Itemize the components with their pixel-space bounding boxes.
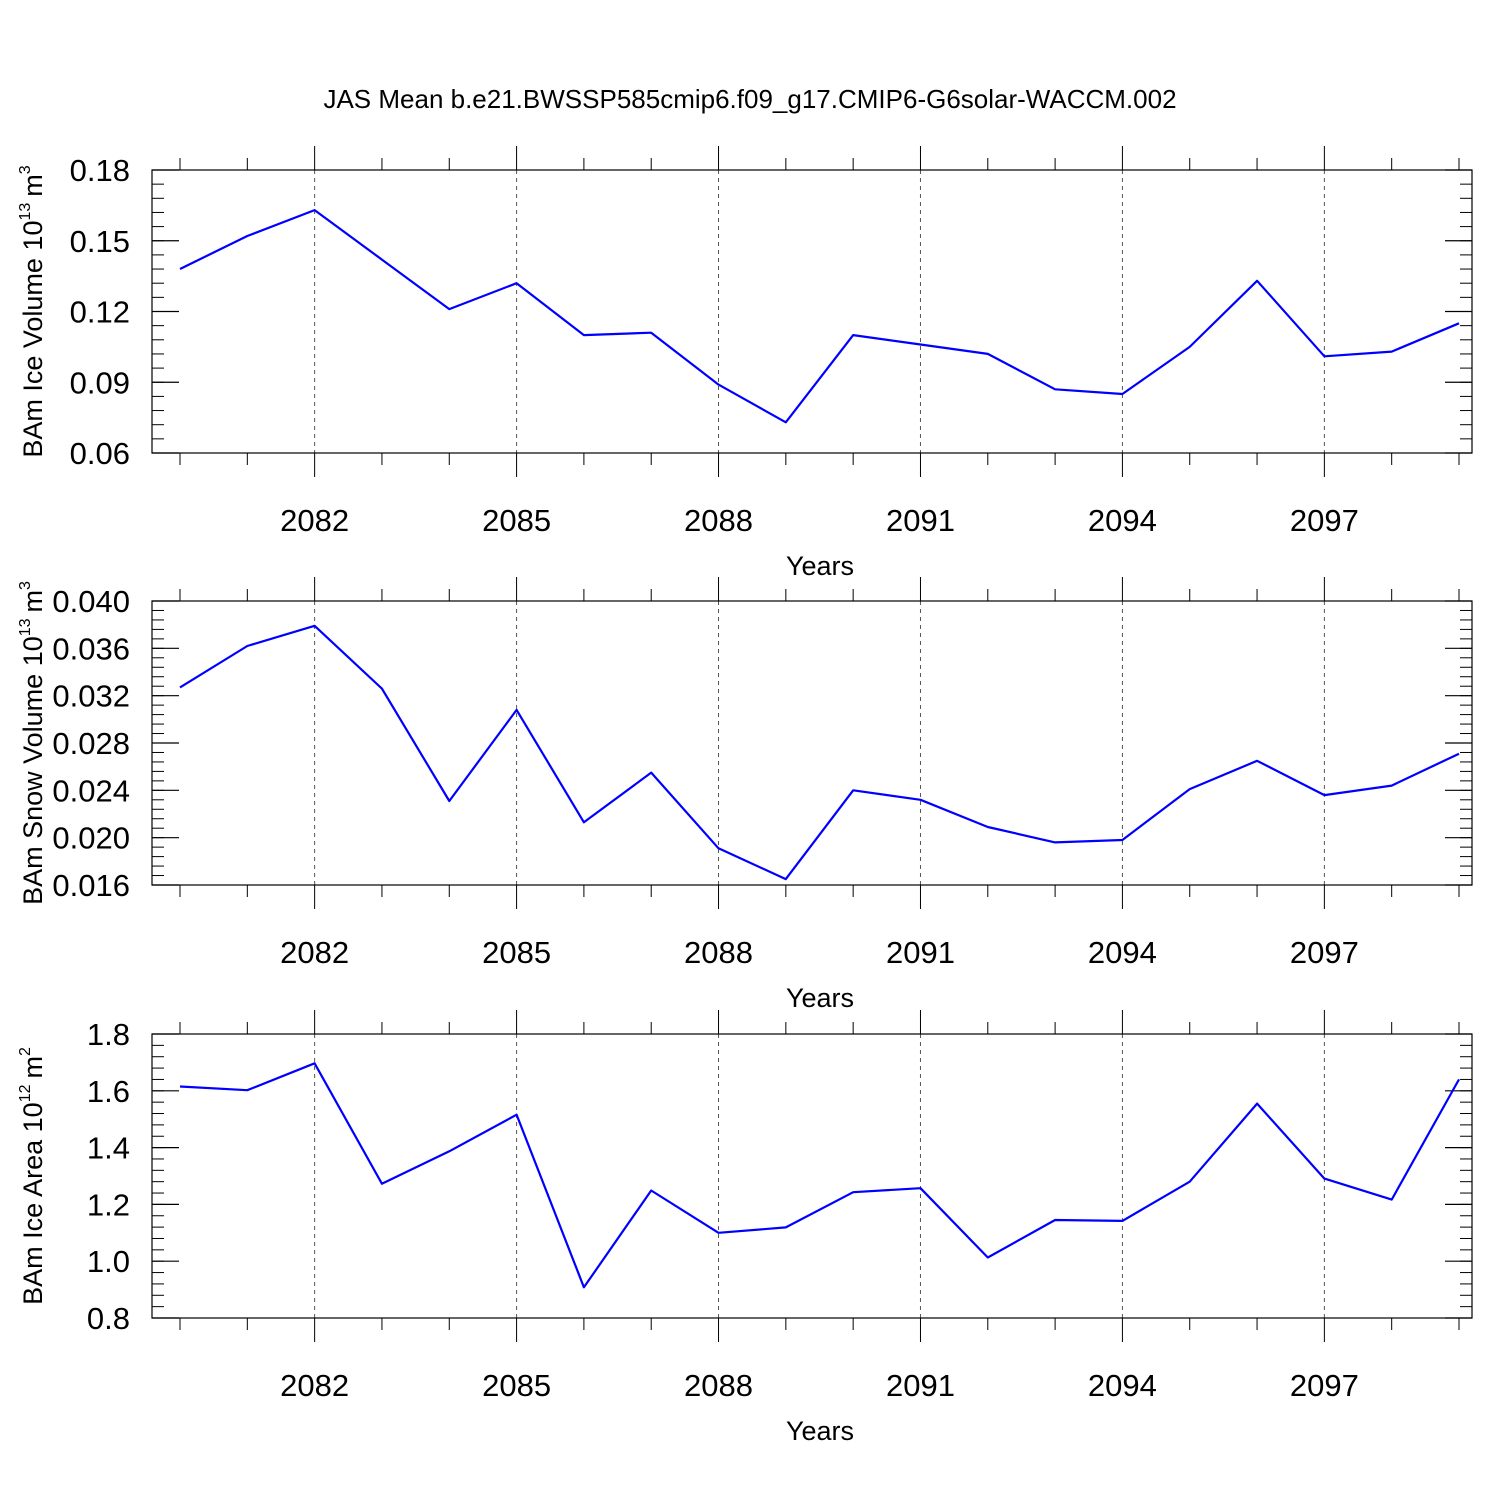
y-tick-label: 0.040	[52, 584, 130, 619]
x-tick-label: 2097	[1290, 503, 1359, 538]
y-axis-label-main: BAm Ice Area 10	[18, 1102, 48, 1305]
x-tick-label: 2088	[684, 1368, 753, 1403]
x-axis-label: Years	[786, 983, 854, 1013]
y-axis-label-main: BAm Snow Volume 10	[18, 636, 48, 905]
y-tick-label: 0.12	[70, 295, 130, 330]
y-axis-label-unit: m	[18, 174, 48, 197]
x-tick-label: 2091	[886, 503, 955, 538]
x-tick-label: 2088	[684, 503, 753, 538]
x-tick-label: 2085	[482, 503, 551, 538]
x-tick-label: 2091	[886, 935, 955, 970]
x-axis-label: Years	[786, 1416, 854, 1446]
plot-frame	[151, 600, 1473, 886]
x-tick-label: 2094	[1088, 935, 1157, 970]
y-axis-label-exp: 13	[17, 618, 34, 636]
y-tick-label: 0.028	[52, 726, 130, 761]
x-tick-label: 2085	[482, 1368, 551, 1403]
x-tick-label: 2088	[684, 935, 753, 970]
y-tick-label: 0.036	[52, 631, 130, 666]
y-axis-label: BAm Snow Volume 1013 m3	[17, 581, 48, 905]
x-tick-label: 2085	[482, 935, 551, 970]
y-axis-label-unit-exp: 3	[17, 581, 34, 590]
y-axis-label-unit-exp: 2	[17, 1047, 34, 1056]
y-axis-label-exp: 13	[17, 203, 34, 221]
series-line	[179, 209, 1460, 424]
y-axis-label-exp: 12	[17, 1084, 34, 1102]
series-line	[179, 1062, 1460, 1289]
y-tick-label: 1.0	[87, 1244, 130, 1279]
y-tick-label: 1.8	[87, 1017, 130, 1052]
y-tick-label: 0.06	[70, 436, 130, 471]
x-tick-label: 2082	[280, 935, 349, 970]
y-tick-label: 0.18	[70, 153, 130, 188]
y-axis-label-unit: m	[18, 590, 48, 613]
x-tick-label: 2082	[280, 503, 349, 538]
plot-frame	[151, 169, 1473, 454]
y-tick-label: 1.6	[87, 1074, 130, 1109]
y-axis-label-unit-exp: 3	[17, 165, 34, 174]
x-tick-label: 2082	[280, 1368, 349, 1403]
y-tick-label: 0.09	[70, 365, 130, 400]
y-tick-label: 0.024	[52, 773, 130, 808]
y-axis-label: BAm Ice Volume 1013 m3	[17, 165, 48, 457]
panel-3: 0.8 1.0 1.2 1.4 1.6 1.8 2082 2085 2088 2091 2094 20…	[17, 1010, 1473, 1446]
panel-2: 0.016 0.020 0.024 0.028 0.032 0.036 0.040 2082 2…	[17, 577, 1473, 1013]
y-tick-label: 0.020	[52, 821, 130, 856]
x-axis-label: Years	[786, 551, 854, 581]
x-tick-label: 2097	[1290, 935, 1359, 970]
x-tick-label: 2094	[1088, 1368, 1157, 1403]
x-tick-label: 2091	[886, 1368, 955, 1403]
panel-1: 0.06 0.09 0.12 0.15 0.18 2082 2085 2088 2091 2094…	[17, 146, 1473, 581]
x-tick-label: 2094	[1088, 503, 1157, 538]
y-tick-label: 1.2	[87, 1187, 130, 1222]
y-axis-label-main: BAm Ice Volume 10	[18, 221, 48, 458]
y-tick-label: 0.15	[70, 224, 130, 259]
x-tick-label: 2097	[1290, 1368, 1359, 1403]
series-line	[179, 624, 1460, 881]
y-axis-label: BAm Ice Area 1012 m2	[17, 1047, 48, 1305]
y-tick-label: 0.032	[52, 679, 130, 714]
y-axis-label-unit: m	[18, 1056, 48, 1079]
y-tick-label: 1.4	[87, 1131, 130, 1166]
y-tick-label: 0.8	[87, 1301, 130, 1336]
plot-frame	[151, 1033, 1473, 1319]
y-tick-label: 0.016	[52, 868, 130, 903]
figure-title: JAS Mean b.e21.BWSSP585cmip6.f09_g17.CMI…	[323, 84, 1176, 114]
